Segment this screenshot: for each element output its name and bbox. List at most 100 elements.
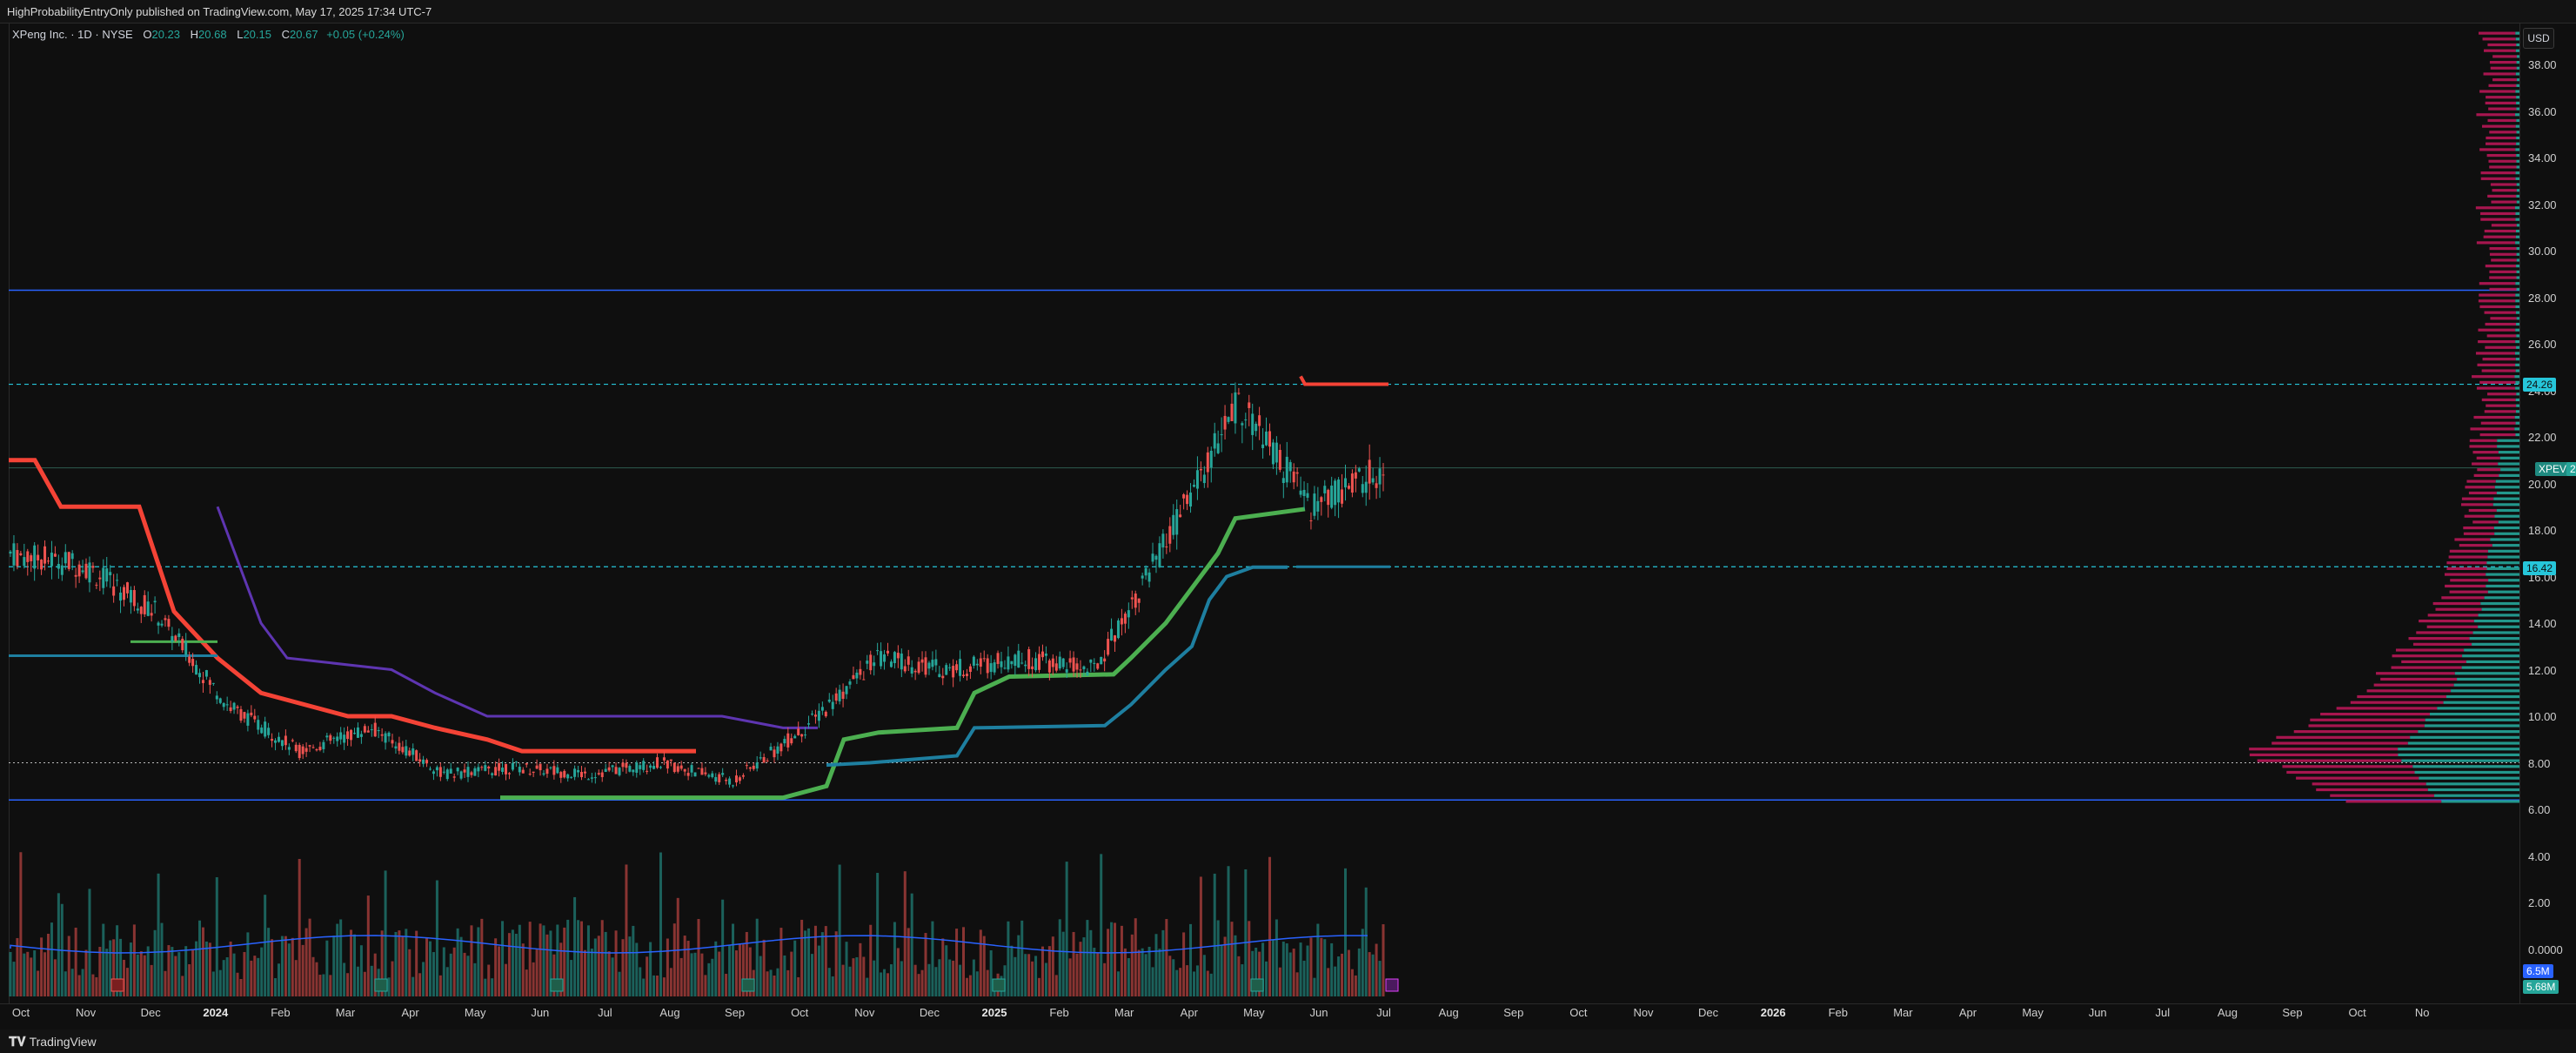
time-tick-label: Oct (11, 1006, 30, 1019)
volume-profile-sell (2316, 788, 2428, 792)
volume-profile-buy (2473, 619, 2519, 623)
volume-bar (1195, 965, 1199, 996)
volume-bar (325, 940, 329, 996)
candle-body (304, 748, 308, 752)
volume-profile-sell (2345, 800, 2442, 803)
volume-profile-sell (2490, 183, 2517, 186)
candle-body (762, 757, 766, 763)
volume-bar (1309, 937, 1313, 996)
volume-bar (329, 975, 332, 996)
price-tick-label: 26.00 (2528, 338, 2557, 351)
candle-body (1285, 456, 1288, 483)
volume-bar (975, 971, 979, 996)
volume-profile-buy (2398, 748, 2519, 751)
candle-body (1316, 500, 1320, 512)
time-tick-label: Jul (598, 1006, 612, 1019)
volume-profile-sell (2477, 468, 2501, 472)
volume-bar (139, 951, 143, 996)
candle-body (139, 607, 143, 614)
volume-bar (1027, 954, 1031, 996)
volume-profile-sell (2483, 235, 2516, 238)
candle-body (1209, 450, 1213, 468)
volume-profile-sell (2276, 735, 2411, 739)
volume-profile-buy (2515, 171, 2519, 175)
candle-body (102, 567, 105, 588)
event-marker (374, 978, 388, 992)
candle-body (318, 747, 322, 750)
price-tick-label: 28.00 (2528, 291, 2557, 305)
volume-bar (53, 959, 57, 996)
volume-bar (1361, 929, 1364, 996)
price-tick-label: 36.00 (2528, 104, 2557, 118)
tradingview-logo[interactable]: 𝐓𝐕 TradingView (9, 1035, 97, 1050)
volume-bar (484, 978, 487, 996)
candle-body (965, 674, 968, 676)
candle-body (570, 776, 573, 778)
volume-bar (1378, 961, 1382, 996)
volume-bar (153, 929, 157, 996)
volume-bar (1316, 923, 1320, 996)
candle-body (1213, 433, 1216, 449)
candle-body (260, 728, 264, 734)
volume-bar (449, 953, 452, 996)
candle-body (23, 557, 26, 567)
candle-body (769, 747, 773, 751)
volume-bar (952, 960, 955, 996)
symbol-name[interactable]: XPeng Inc. · 1D · NYSE (12, 28, 133, 41)
volume-bar (98, 947, 102, 996)
volume-profile-buy (2515, 49, 2519, 52)
candle-body (47, 560, 50, 562)
volume-bar (257, 957, 260, 996)
price-axis[interactable] (2519, 23, 2576, 1003)
candle-body (1093, 662, 1096, 664)
volume-profile-sell (2489, 276, 2517, 279)
candle-body (336, 736, 339, 741)
candle-body (759, 757, 762, 759)
volume-bar (74, 927, 77, 996)
candle-body (556, 767, 559, 774)
volume-bar (1213, 873, 1216, 996)
volume-bar (1103, 962, 1107, 996)
candle-body (748, 767, 752, 769)
volume-profile-sell (2476, 386, 2516, 390)
volume-profile-buy (2515, 90, 2519, 93)
candle-body (718, 774, 721, 782)
volume-bar (1089, 929, 1093, 996)
volume-bar (40, 937, 43, 996)
candle-body (666, 760, 669, 769)
volume-profile-sell (2487, 43, 2517, 47)
volume-bar (607, 951, 611, 996)
volume-profile-sell (2444, 573, 2486, 576)
volume-bar (229, 941, 232, 996)
volume-bar (167, 945, 171, 996)
chart-pane[interactable] (9, 23, 2520, 1003)
candle-body (195, 665, 198, 675)
candle-body (711, 773, 714, 777)
time-axis[interactable] (0, 1003, 2576, 1030)
candle-body (573, 768, 577, 777)
volume-profile-buy (2515, 358, 2519, 361)
volume-bar (336, 923, 339, 996)
candle-body (177, 633, 181, 638)
candle-body (322, 741, 325, 749)
candle-body (1261, 444, 1265, 448)
currency-button[interactable]: USD (2523, 28, 2554, 49)
candle-body (528, 774, 532, 775)
candle-body (1089, 659, 1093, 663)
candle-body (1364, 481, 1368, 493)
candle-body (1123, 614, 1127, 624)
volume-bar (577, 920, 580, 996)
volume-bar (1024, 954, 1027, 996)
volume-profile-sell (2482, 358, 2516, 361)
volume-bar (959, 964, 962, 996)
candle-body (859, 668, 862, 675)
candle-body (1323, 486, 1327, 493)
volume-profile-buy (2412, 765, 2519, 768)
volume-profile-buy (2418, 730, 2519, 734)
volume-profile-sell (2489, 270, 2517, 273)
volume-bar (614, 930, 618, 996)
candle-body (222, 702, 225, 708)
volume-bar (718, 951, 721, 996)
volume-profile-sell (2478, 339, 2516, 344)
